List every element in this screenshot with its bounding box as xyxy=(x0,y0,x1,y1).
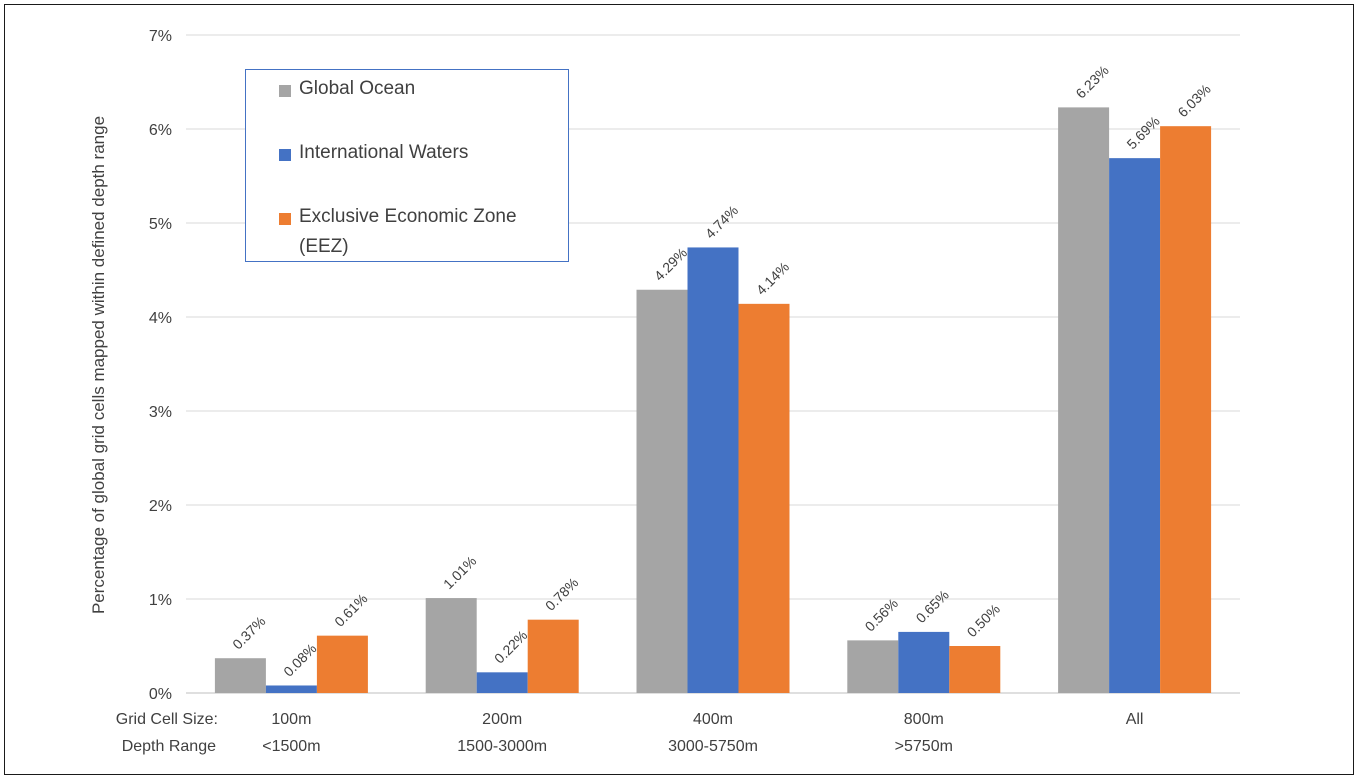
y-tick-label: 2% xyxy=(149,498,172,515)
legend-label-eez: Exclusive Economic Zone (EEZ) xyxy=(299,206,517,257)
legend-swatch-international-waters xyxy=(279,149,291,161)
bar xyxy=(425,598,477,693)
bar xyxy=(738,303,790,693)
legend-item-global-ocean: Global Ocean xyxy=(279,78,569,104)
legend-item-international-waters: International Waters xyxy=(279,142,569,168)
x-tick-label-size: 100m xyxy=(271,711,311,728)
bar xyxy=(265,685,317,693)
x-tick-label-range: >5750m xyxy=(895,738,953,755)
data-label: 6.03% xyxy=(1174,81,1213,120)
x-tick-label-size: All xyxy=(1126,711,1144,728)
data-label: 0.50% xyxy=(964,601,1003,640)
bar xyxy=(898,631,950,693)
bar xyxy=(687,247,739,693)
y-axis-label: Percentage of global grid cells mapped w… xyxy=(89,116,108,614)
y-tick-label: 7% xyxy=(149,28,172,45)
x-tick-label-size: 200m xyxy=(482,711,522,728)
data-label: 0.56% xyxy=(862,595,901,634)
bar xyxy=(636,289,688,693)
bar xyxy=(949,646,1001,693)
data-label: 5.69% xyxy=(1123,113,1162,152)
bar xyxy=(1160,126,1212,694)
data-label: 0.08% xyxy=(280,640,319,679)
data-label: 0.78% xyxy=(542,574,581,613)
row-label-depth-range: Depth Range xyxy=(122,738,216,755)
legend-label-global-ocean: Global Ocean xyxy=(299,78,416,99)
bar xyxy=(476,672,528,693)
y-tick-label: 5% xyxy=(149,216,172,233)
data-label: 0.37% xyxy=(229,613,268,652)
data-label: 0.65% xyxy=(913,587,952,626)
x-tick-label-size: 800m xyxy=(904,711,944,728)
bar xyxy=(316,635,368,693)
row-label-grid-cell-size: Grid Cell Size: xyxy=(116,711,218,728)
legend-swatch-global-ocean xyxy=(279,85,291,97)
data-label: 4.14% xyxy=(753,259,792,298)
x-tick-label-range: 3000-5750m xyxy=(668,738,758,755)
data-label: 0.22% xyxy=(491,627,530,666)
x-tick-label-range: 1500-3000m xyxy=(457,738,547,755)
y-tick-label: 0% xyxy=(149,686,172,703)
x-tick-label-range: <1500m xyxy=(262,738,320,755)
data-label: 4.29% xyxy=(651,244,690,283)
y-tick-label: 6% xyxy=(149,122,172,139)
legend-swatch-eez xyxy=(279,213,291,225)
legend-item-eez: Exclusive Economic Zone (EEZ) xyxy=(279,206,569,262)
y-axis-ticks: 0% 1% 2% 3% 4% 5% 6% 7% xyxy=(149,28,172,703)
data-label: 0.61% xyxy=(331,590,370,629)
bars xyxy=(214,107,1212,694)
bar xyxy=(1109,158,1161,693)
legend-label-international-waters: International Waters xyxy=(299,142,469,163)
y-tick-label: 1% xyxy=(149,592,172,609)
data-label: 1.01% xyxy=(440,553,479,592)
data-label: 4.74% xyxy=(702,202,741,241)
x-axis-labels: 100m <1500m 200m 1500-3000m 400m 3000-5750m 80… xyxy=(116,711,1144,755)
data-label: 6.23% xyxy=(1072,62,1111,101)
bar xyxy=(847,640,899,693)
y-tick-label: 3% xyxy=(149,404,172,421)
x-tick-label-size: 400m xyxy=(693,711,733,728)
bar xyxy=(214,658,266,693)
y-tick-label: 4% xyxy=(149,310,172,327)
bar xyxy=(1058,107,1110,693)
legend: Global Ocean International Waters Exclus… xyxy=(245,69,569,262)
bar xyxy=(527,619,579,693)
